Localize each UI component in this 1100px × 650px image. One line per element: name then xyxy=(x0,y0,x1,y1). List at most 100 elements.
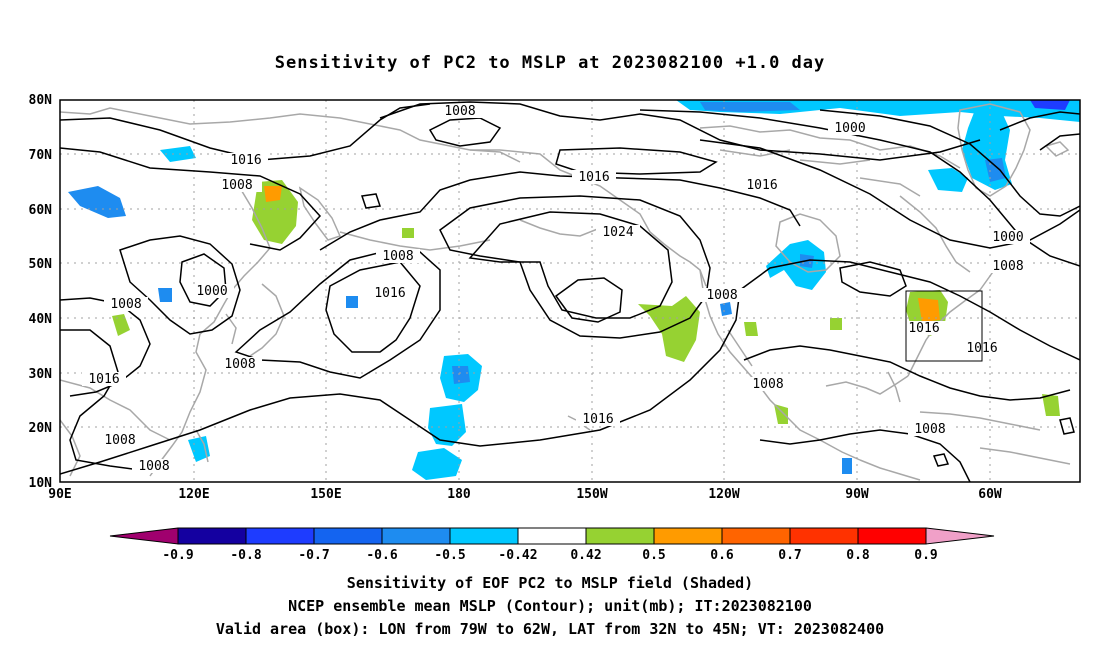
caption-line-1: Sensitivity of EOF PC2 to MSLP field (Sh… xyxy=(347,574,753,592)
svg-text:1008: 1008 xyxy=(444,104,475,119)
contour-line xyxy=(468,211,673,319)
coast-asia-north xyxy=(60,107,521,163)
shade-negative-philippine xyxy=(188,436,210,462)
shade-positive-mexico xyxy=(774,404,788,424)
contour-line xyxy=(60,147,322,251)
contour-line xyxy=(319,171,801,251)
colorbar-box xyxy=(857,527,927,545)
contour-label: 1000 xyxy=(986,230,1030,245)
contour-line xyxy=(819,109,1080,217)
colorbar-box xyxy=(177,527,247,545)
contour-line xyxy=(60,297,151,397)
colorbar-box xyxy=(789,527,859,545)
contour-line xyxy=(361,193,381,209)
contour-label: 1008 xyxy=(212,178,262,193)
contour-label: 1008 xyxy=(132,459,176,474)
colorbar-box xyxy=(653,527,723,545)
colorbar-tick-label: 0.6 xyxy=(710,548,734,563)
svg-text:1000: 1000 xyxy=(196,284,227,299)
lon-label: 120W xyxy=(708,487,739,502)
contour-label: 1016 xyxy=(368,286,412,301)
coast-india xyxy=(60,419,81,477)
contour-line xyxy=(234,249,441,379)
coast-florida xyxy=(887,371,901,403)
contour-label: 1000 xyxy=(828,121,872,136)
contour-label: 1008 xyxy=(986,259,1030,274)
lat-axis: 80N 70N 60N 50N 40N 30N 20N 10N xyxy=(29,93,53,491)
svg-text:1016: 1016 xyxy=(88,372,119,387)
svg-text:1008: 1008 xyxy=(104,433,135,448)
lon-label: 120E xyxy=(178,487,209,502)
svg-text:1008: 1008 xyxy=(706,288,737,303)
coast-greenland xyxy=(957,103,1031,197)
shade-negative-siberia xyxy=(68,186,126,218)
caption-line-3: Valid area (box): LON from 79W to 62W, L… xyxy=(216,620,884,638)
shade-positive-caribbean xyxy=(1042,394,1060,416)
colorbar-tick-label: -0.7 xyxy=(298,548,329,563)
lat-label: 60N xyxy=(29,203,53,218)
svg-text:1008: 1008 xyxy=(221,178,252,193)
contour-label: 1016 xyxy=(902,321,946,336)
colorbar-box xyxy=(381,527,451,545)
colorbar-tick-label: -0.6 xyxy=(366,548,397,563)
shade-negative-pacific-mid xyxy=(428,404,466,446)
contour-line xyxy=(428,117,502,147)
contour-line xyxy=(1039,133,1080,151)
svg-text:1016: 1016 xyxy=(578,170,609,185)
colorbar-tick-label: -0.5 xyxy=(434,548,465,563)
shade-positive-okhotsk-core xyxy=(264,186,282,202)
shade-positive-tibet xyxy=(112,314,130,336)
shade-positive-greatlakes xyxy=(830,318,842,330)
coast-japan xyxy=(249,283,285,357)
contour-label: 1000 xyxy=(190,284,234,299)
coast-alaska xyxy=(470,149,707,287)
contour-line xyxy=(739,259,1080,361)
svg-text:1000: 1000 xyxy=(834,121,865,136)
shade-positive-baja xyxy=(744,322,758,336)
coast-labrador xyxy=(899,195,971,273)
coast-asia-east xyxy=(149,177,271,477)
lat-label: 50N xyxy=(29,257,53,272)
coast-central-america xyxy=(859,459,921,481)
svg-text:1016: 1016 xyxy=(230,153,261,168)
lat-label: 80N xyxy=(29,93,53,108)
coast-south-america xyxy=(979,447,1071,465)
svg-text:1024: 1024 xyxy=(602,225,633,240)
colorbar-tick-label: 0.8 xyxy=(846,548,870,563)
coast-philippines xyxy=(195,429,209,463)
shade-negative-labrador xyxy=(928,168,968,192)
coastlines xyxy=(60,103,1071,481)
svg-text:1008: 1008 xyxy=(224,357,255,372)
map-frame xyxy=(59,99,1081,483)
colorbar-box xyxy=(721,527,791,545)
coast-hudson xyxy=(775,213,841,273)
contour-label: 1008 xyxy=(98,433,142,448)
colorbar-tick-label: 0.5 xyxy=(642,548,665,563)
contour-label: 1008 xyxy=(908,422,952,437)
shade-positive-bering xyxy=(402,228,414,238)
coast-na-east xyxy=(907,261,1001,377)
contour-label: 1024 xyxy=(596,225,640,240)
shade-negative-pacific-south xyxy=(412,448,462,480)
colorbar-box xyxy=(313,527,383,545)
lat-label: 30N xyxy=(29,367,53,382)
svg-text:1008: 1008 xyxy=(914,422,945,437)
caption-line-2: NCEP ensemble mean MSLP (Contour); unit(… xyxy=(288,597,812,615)
shade-negative-arctic-core xyxy=(700,102,800,112)
svg-text:1008: 1008 xyxy=(992,259,1023,274)
coast-gulf xyxy=(825,375,909,395)
contour-label: 1008 xyxy=(700,288,744,303)
contour-line xyxy=(555,147,718,175)
lon-label: 90E xyxy=(48,487,71,502)
lat-label: 40N xyxy=(29,312,53,327)
contour-label: 1008 xyxy=(104,297,148,312)
coast-china-inner xyxy=(60,379,171,441)
lon-axis: 90E 120E 150E 180 150W 120W 90W 60W xyxy=(48,487,1002,502)
svg-text:1016: 1016 xyxy=(582,412,613,427)
contour-label: 1008 xyxy=(746,377,790,392)
colorbar-tick-label: -0.9 xyxy=(162,548,193,563)
contour-line xyxy=(119,235,241,335)
colorbar-box xyxy=(449,527,519,545)
contour-label: 1008 xyxy=(376,249,420,264)
